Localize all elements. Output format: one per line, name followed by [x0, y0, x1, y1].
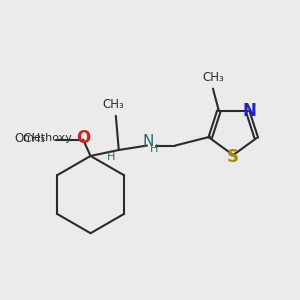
Text: H: H: [150, 144, 158, 154]
Text: CH₃: CH₃: [203, 71, 224, 84]
Text: methoxy: methoxy: [23, 133, 72, 143]
Text: OCH₃: OCH₃: [14, 132, 45, 145]
Text: N: N: [143, 134, 154, 149]
Text: CH₃: CH₃: [102, 98, 124, 111]
Text: S: S: [227, 148, 239, 166]
Text: H: H: [107, 152, 116, 162]
Text: N: N: [242, 102, 256, 120]
Text: O: O: [76, 129, 90, 147]
